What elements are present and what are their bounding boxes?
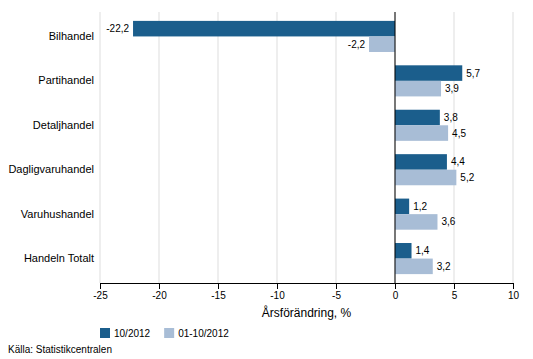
bar: [395, 243, 412, 259]
legend: 10/2012 01-10/2012: [100, 328, 229, 339]
legend-swatch: [100, 328, 110, 338]
x-tick-label: -25: [93, 290, 108, 301]
legend-label: 10/2012: [114, 328, 151, 339]
data-label: 3,8: [444, 112, 458, 123]
legend-item: 10/2012: [100, 328, 151, 339]
data-label: 5,2: [460, 172, 474, 183]
y-tick-label: Detaljhandel: [33, 119, 94, 131]
bar: [395, 125, 448, 141]
bar: [395, 214, 437, 230]
chart-svg: -25 -20 -15 -10 -5 0 5 10 Handeln Totalt Varuhush…: [0, 0, 533, 359]
x-tick-mark: [336, 283, 337, 289]
y-tick-label: Partihandel: [38, 74, 94, 86]
data-label: 3,9: [445, 83, 459, 94]
data-label: -2,2: [348, 39, 366, 50]
legend-swatch: [164, 328, 174, 338]
x-tick-label: -15: [211, 290, 226, 301]
grid-line: [100, 12, 101, 283]
x-tick-label: -10: [270, 290, 285, 301]
y-tick-label: Bilhandel: [49, 30, 94, 42]
x-tick: 5: [452, 283, 458, 301]
x-tick: -25: [93, 283, 108, 301]
bar: [395, 259, 433, 275]
x-tick-label: -5: [332, 290, 341, 301]
x-tick-mark: [454, 283, 455, 289]
data-labels: 1,4 1,2 4,4 3,8 5,7 -22,2 3,2 3,6 5,2 4,5 3,9 -2,2: [106, 23, 480, 272]
bar: [395, 65, 462, 81]
x-tick-mark: [277, 283, 278, 289]
y-tick: Varuhushandel: [21, 208, 94, 220]
chart-container: -25 -20 -15 -10 -5 0 5 10 Handeln Totalt Varuhush…: [0, 0, 533, 359]
plot: -25 -20 -15 -10 -5 0 5 10 Handeln Totalt Varuhush…: [8, 12, 519, 320]
y-axis: Handeln Totalt Varuhushandel Dagligvaruhan…: [8, 30, 94, 264]
y-tick-label: Dagligvaruhandel: [8, 163, 94, 175]
x-tick-label: 0: [393, 290, 399, 301]
grid-line: [159, 12, 160, 283]
legend-label: 01-10/2012: [178, 328, 229, 339]
data-label: 3,6: [441, 216, 455, 227]
bar: [395, 199, 409, 215]
x-tick: 10: [508, 283, 520, 301]
x-tick-label: -20: [152, 290, 167, 301]
data-label: 5,7: [466, 68, 480, 79]
x-axis-title: Årsförändring, %: [262, 305, 352, 320]
data-label: -22,2: [106, 23, 129, 34]
data-label: 1,4: [416, 245, 430, 256]
data-label: 4,5: [452, 128, 466, 139]
grid-line: [277, 12, 278, 283]
y-tick: Partihandel: [38, 74, 94, 86]
x-tick: 0: [393, 283, 399, 301]
x-tick: -15: [211, 283, 226, 301]
grid-line: [395, 12, 396, 283]
bar: [395, 81, 441, 97]
x-tick: -5: [332, 283, 341, 301]
grid-line: [218, 12, 219, 283]
x-tick: -10: [270, 283, 285, 301]
x-tick: -20: [152, 283, 167, 301]
x-tick-mark: [395, 283, 396, 289]
data-label: 4,4: [451, 156, 465, 167]
grid: [100, 12, 513, 283]
y-tick: Bilhandel: [49, 30, 94, 42]
x-tick-mark: [159, 283, 160, 289]
data-label: 1,2: [413, 201, 427, 212]
bar: [395, 154, 447, 170]
y-tick-label: Varuhushandel: [21, 208, 94, 220]
grid-line: [336, 12, 337, 283]
x-tick-label: 10: [508, 290, 520, 301]
x-axis-line: [101, 284, 514, 290]
bar: [369, 36, 395, 52]
x-tick-mark: [100, 283, 101, 289]
y-tick: Handeln Totalt: [24, 252, 94, 264]
grid-line: [454, 12, 455, 283]
bars: [133, 21, 462, 274]
grid-line: [513, 12, 514, 283]
y-tick: Dagligvaruhandel: [8, 163, 94, 175]
x-tick-mark: [218, 283, 219, 289]
x-tick-mark: [513, 283, 514, 289]
data-label: 3,2: [437, 261, 451, 272]
y-tick-label: Handeln Totalt: [24, 252, 94, 264]
legend-item: 01-10/2012: [164, 328, 229, 339]
y-tick: Detaljhandel: [33, 119, 94, 131]
bar: [395, 170, 456, 186]
bar: [133, 21, 395, 37]
annotation: Källa: Statistikcentralen: [8, 344, 112, 355]
x-axis: -25 -20 -15 -10 -5 0 5 10: [93, 283, 519, 301]
bar: [395, 110, 440, 126]
x-tick-label: 5: [452, 290, 458, 301]
zero-line: [395, 12, 396, 283]
